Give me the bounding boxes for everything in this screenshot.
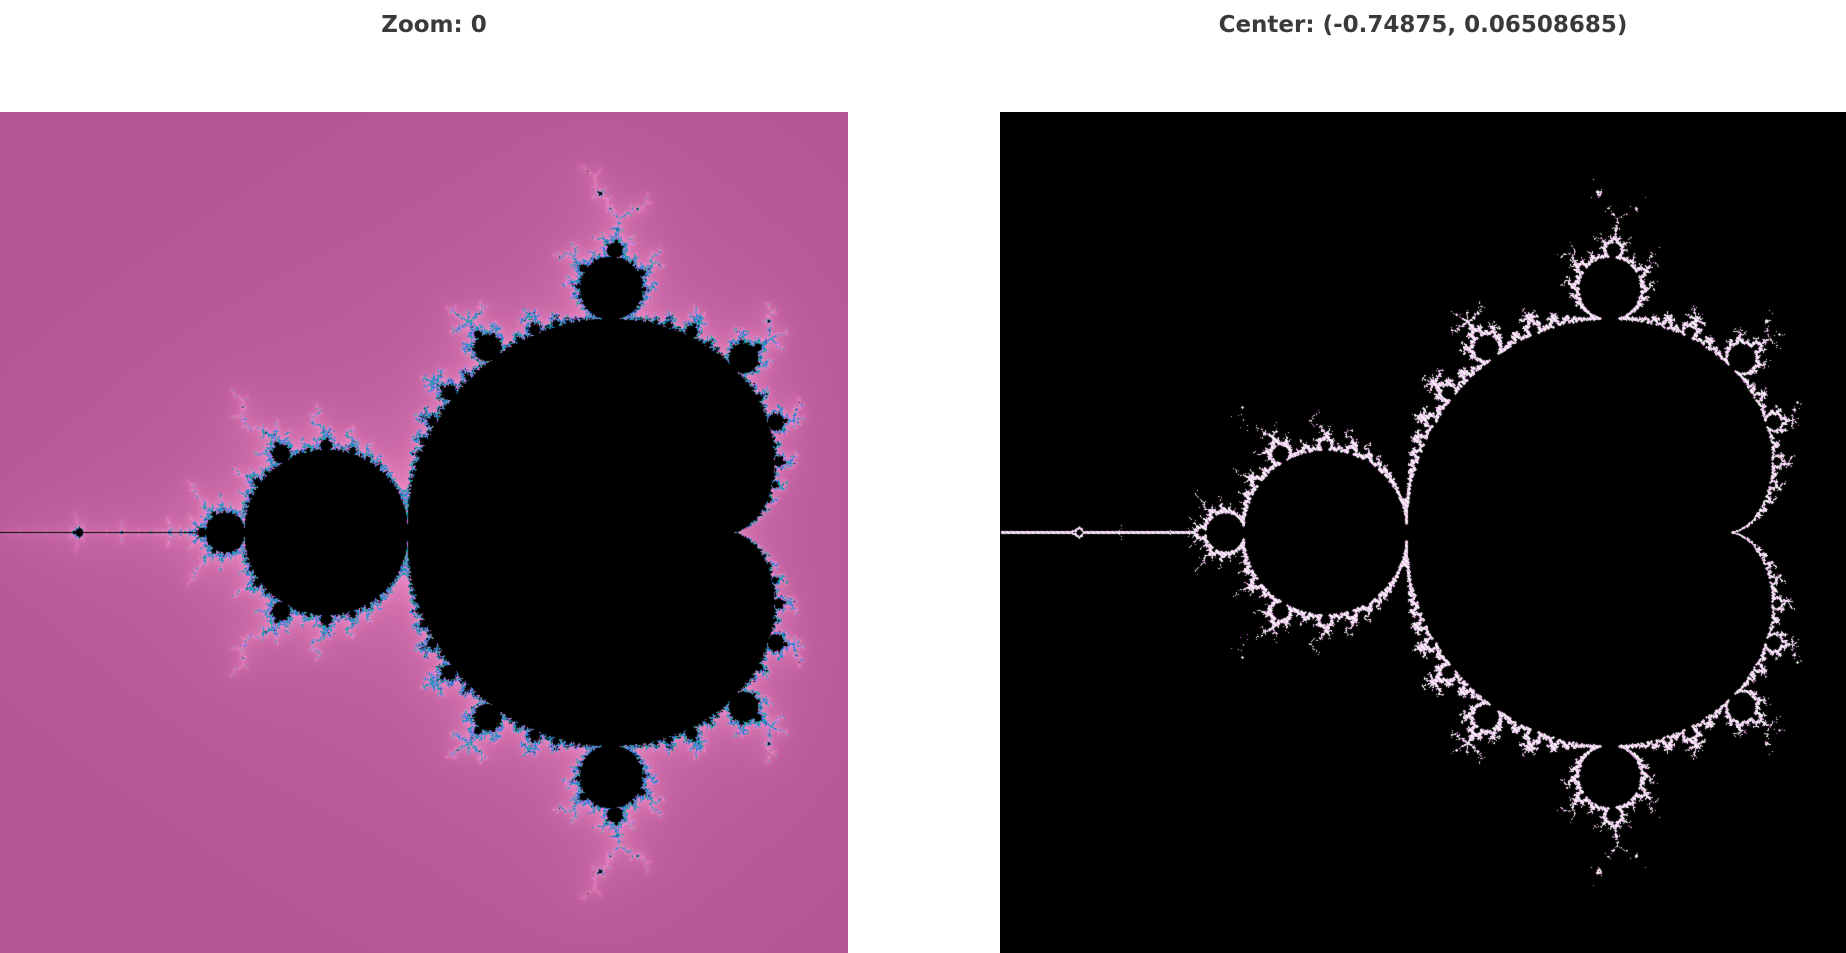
zoom-readout: Zoom: 0 xyxy=(381,12,487,38)
fractal-view-boundary[interactable] xyxy=(1000,112,1846,953)
mandelbrot-colored-canvas[interactable] xyxy=(0,112,848,953)
fractal-view-colored[interactable] xyxy=(0,112,848,953)
mandelbrot-boundary-canvas[interactable] xyxy=(1000,112,1846,953)
center-coordinates-readout: Center: (-0.74875, 0.06508685) xyxy=(1218,12,1628,38)
